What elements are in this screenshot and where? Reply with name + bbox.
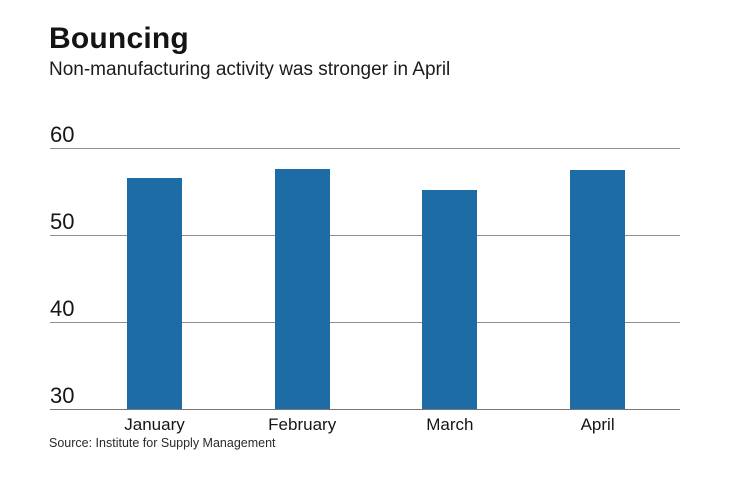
y-axis-tick-60: 60 [50, 122, 75, 147]
source-note: Source: Institute for Supply Management [49, 436, 276, 450]
bar-chart-plot-area: 60 50 40 30 January February March April [50, 124, 680, 440]
chart-title: Bouncing [49, 22, 189, 55]
bar-march [422, 189, 478, 409]
x-axis-label-january: January [124, 415, 185, 434]
bar-february [274, 168, 330, 409]
chart-subtitle: Non-manufacturing activity was stronger … [49, 59, 451, 80]
bar-january [127, 178, 182, 409]
gridline-30 [50, 409, 680, 410]
y-axis-tick-50: 50 [50, 209, 75, 234]
gridline-60 [50, 148, 680, 149]
x-axis-label-march: March [426, 415, 474, 434]
gridline-50 [50, 235, 680, 236]
bar-april [570, 169, 626, 409]
gridline-40 [50, 322, 680, 323]
x-axis-label-february: February [268, 415, 337, 434]
y-axis-tick-30: 30 [50, 383, 75, 408]
y-axis-tick-40: 40 [50, 296, 75, 321]
x-axis-label-april: April [580, 415, 615, 434]
